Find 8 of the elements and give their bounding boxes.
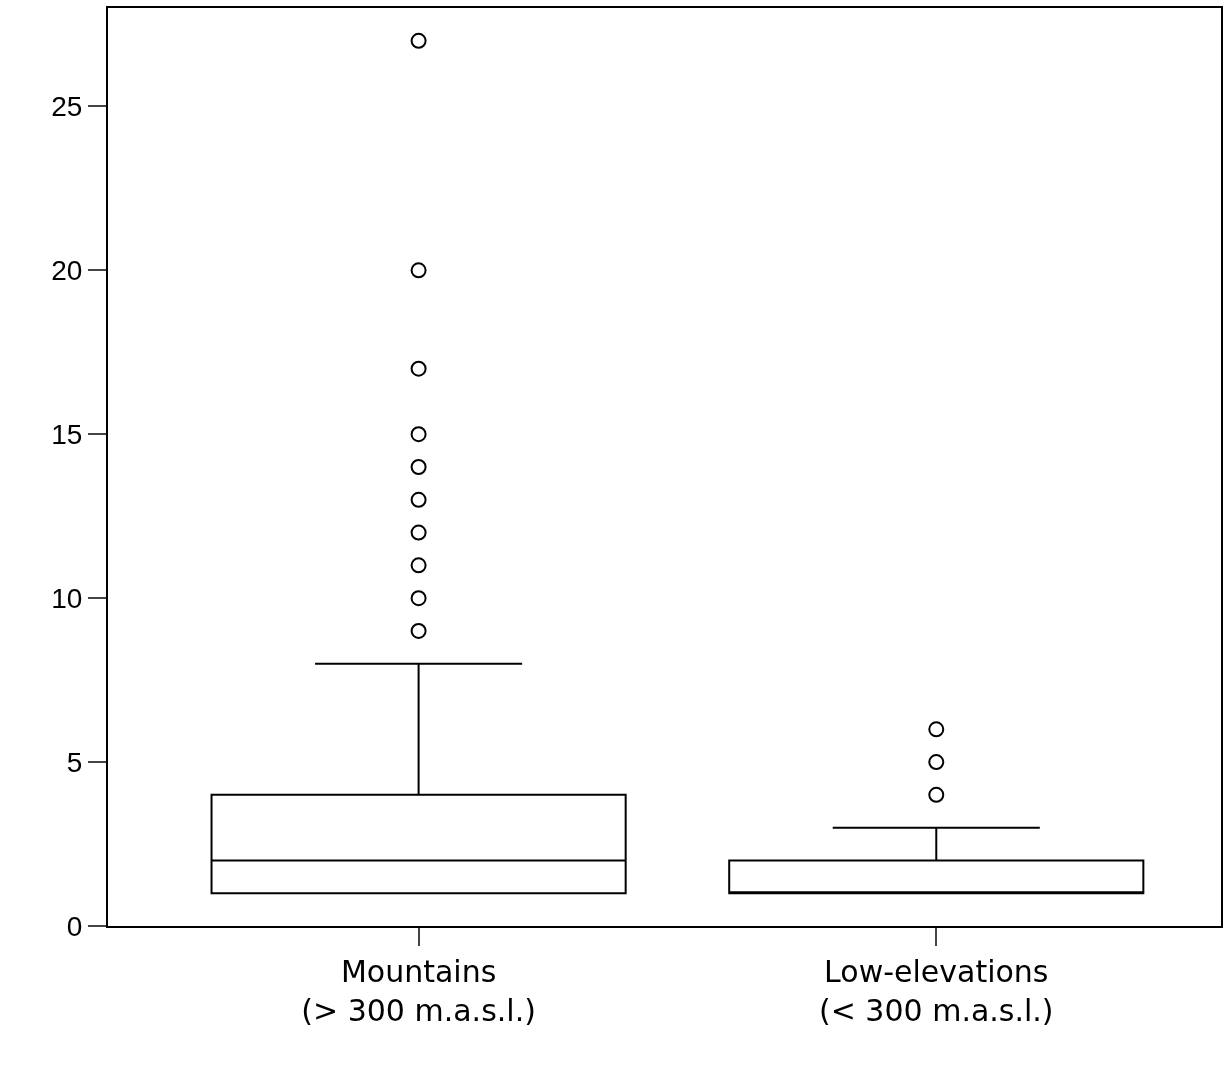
x-tick-label: Low-elevations (< 300 m.a.s.l.)	[818, 954, 1054, 1028]
x-tick-label: Mountains (> 300 m.a.s.l.)	[301, 954, 536, 1028]
y-tick-label: 20	[51, 255, 83, 287]
y-tick-label: 15	[51, 419, 83, 451]
y-tick-label: 25	[51, 91, 83, 123]
y-tick-label: 10	[51, 582, 83, 614]
y-tick-label: 5	[66, 746, 83, 778]
y-tick-label: 0	[66, 910, 83, 942]
